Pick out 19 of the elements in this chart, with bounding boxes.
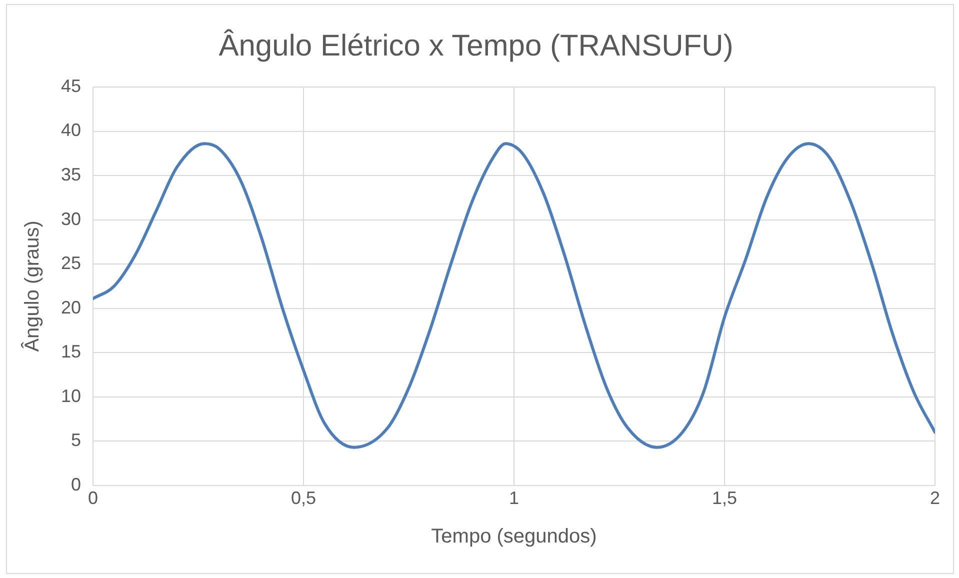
line-series	[93, 142, 935, 449]
y-tick-label: 25	[60, 253, 82, 274]
x-tick-label: 1,5	[712, 488, 738, 508]
y-tick-label: 40	[60, 120, 82, 140]
y-tick-label: 30	[60, 208, 82, 229]
y-tick-label: 15	[60, 342, 82, 362]
x-tick-label: 0,5	[291, 488, 316, 508]
y-tick-label: 35	[60, 164, 82, 184]
y-tick-label: 0	[71, 474, 82, 494]
y-axis-title: Ângulo (graus)	[20, 220, 44, 352]
x-tick-label: 0	[88, 488, 98, 508]
y-tick-label: 20	[60, 297, 82, 318]
y-tick-label: 45	[60, 76, 82, 96]
chart-title: Ângulo Elétrico x Tempo (TRANSUFU)	[218, 28, 734, 62]
y-tick-label: 10	[60, 386, 82, 406]
x-axis-title: Tempo (segundos)	[431, 526, 597, 548]
x-tick-label: 2	[930, 488, 940, 508]
x-tick-label: 1	[509, 488, 520, 508]
y-tick-label: 5	[71, 430, 82, 450]
